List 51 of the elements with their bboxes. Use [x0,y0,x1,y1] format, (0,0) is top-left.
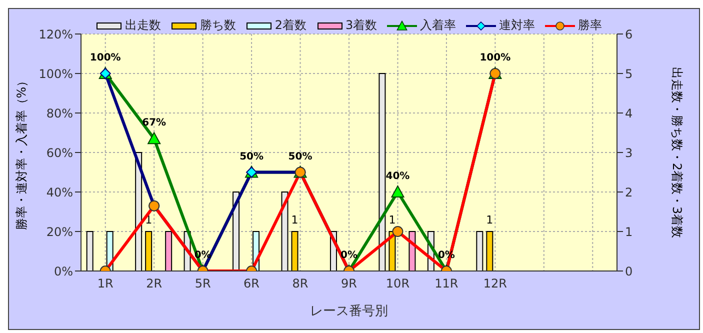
y-axis-title: 勝率・連対率・入着率（%） [14,74,28,230]
x-axis-title: レース番号別 [310,304,388,319]
data-label: 100% [90,52,121,64]
y-tick-label: 40% [46,185,73,200]
y-tick-label: 80% [46,106,73,120]
bar [145,231,152,271]
x-tick-label: 11R [434,276,458,291]
legend-label: 2着数 [274,17,306,34]
x-tick-label: 8R [292,276,308,291]
y2-tick-label: 3 [625,146,633,160]
data-label: 1 [486,214,494,226]
bar [476,231,484,271]
y2-tick-label: 0 [625,264,633,278]
legend-label: 勝率 [578,17,602,34]
x-tick-label: 9R [341,276,357,291]
data-label: 40% [386,171,410,182]
data-label: 100% [480,52,511,64]
x-tick-label: 5R [194,276,211,291]
bar [86,231,94,271]
y-tick-label: 0% [54,264,73,278]
bar [408,231,416,271]
bar [291,231,298,271]
legend-label: 出走数 [124,17,161,34]
legend-label: 3着数 [346,17,378,34]
legend-label: 勝ち数 [200,17,236,34]
legend-label: 連対率 [499,17,536,34]
bar [486,231,494,271]
bar [232,192,240,271]
x-tick-label: 6R [244,276,260,291]
y2-tick-label: 6 [625,27,633,42]
data-label: 1 [291,214,298,226]
y2-axis-title: 出走数・勝ち数・2着数・3着数 [670,66,684,238]
y2-tick-label: 1 [625,224,633,239]
y-tick-label: 20% [46,224,73,239]
bar [165,231,172,271]
x-tick-label: 2R [146,276,162,291]
bar [281,192,288,271]
data-label: 50% [240,151,264,162]
legend-label: 入着率 [420,17,456,34]
data-label: 1 [388,214,396,226]
y2-tick-label: 2 [625,185,633,200]
y-tick-label: 100% [38,66,73,81]
y2-tick-label: 4 [625,106,633,120]
bar [378,73,386,271]
data-label: 50% [288,151,312,162]
x-tick-label: 1R [97,276,114,291]
y2-tick-label: 5 [625,66,633,81]
x-tick-label: 10R [386,276,410,291]
y-tick-label: 120% [38,27,73,42]
x-tick-label: 12R [483,276,507,291]
y-tick-label: 60% [46,146,73,160]
